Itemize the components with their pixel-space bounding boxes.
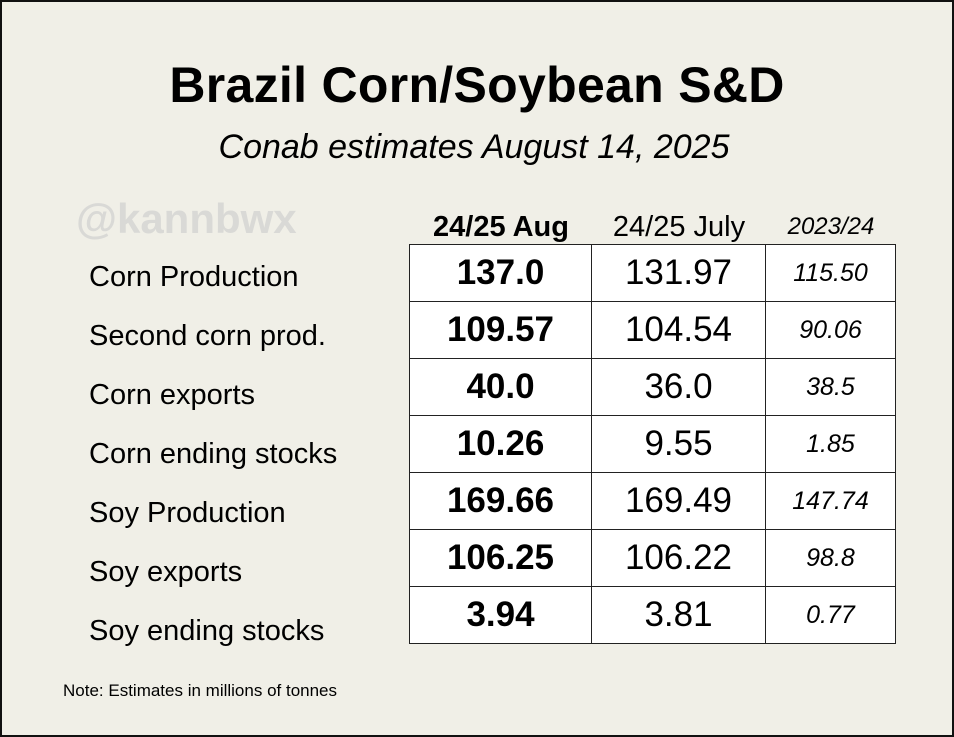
row-label: Corn Production: [89, 261, 299, 293]
cell-aug: 106.25: [409, 529, 592, 587]
footnote: Note: Estimates in millions of tonnes: [63, 681, 338, 700]
cell-july: 169.49: [591, 472, 766, 530]
row-label: Corn ending stocks: [89, 438, 338, 470]
chart-title: Brazil Corn/Soybean S&D: [169, 57, 785, 113]
table-row: 109.57 104.54 90.06: [409, 301, 896, 359]
chart-subtitle: Conab estimates August 14, 2025: [218, 128, 730, 166]
cell-july: 131.97: [591, 244, 766, 302]
row-label: Soy Production: [89, 497, 286, 529]
table-row: 3.94 3.81 0.77: [409, 586, 896, 644]
table-row: 10.26 9.55 1.85: [409, 415, 896, 473]
data-table: 137.0 131.97 115.50 109.57 104.54 90.06 40.0 36…: [409, 244, 896, 644]
column-header-prior-year: 2023/24: [787, 213, 875, 240]
table-row: 106.25 106.22 98.8: [409, 529, 896, 587]
cell-prior-year: 0.77: [765, 586, 896, 644]
cell-prior-year: 1.85: [765, 415, 896, 473]
cell-july: 106.22: [591, 529, 766, 587]
cell-aug: 109.57: [409, 301, 592, 359]
row-label: Corn exports: [89, 379, 256, 411]
cell-prior-year: 90.06: [765, 301, 896, 359]
cell-july: 36.0: [591, 358, 766, 416]
cell-aug: 169.66: [409, 472, 592, 530]
row-label: Soy exports: [89, 556, 243, 588]
column-header-july: 24/25 July: [612, 211, 746, 243]
row-label: Second corn prod.: [89, 320, 326, 352]
cell-prior-year: 147.74: [765, 472, 896, 530]
row-label: Soy ending stocks: [89, 615, 325, 647]
cell-aug: 3.94: [409, 586, 592, 644]
watermark-handle: @kannbwx: [76, 195, 297, 242]
cell-prior-year: 38.5: [765, 358, 896, 416]
cell-july: 3.81: [591, 586, 766, 644]
table-row: 169.66 169.49 147.74: [409, 472, 896, 530]
cell-aug: 137.0: [409, 244, 592, 302]
column-header-aug: 24/25 Aug: [433, 211, 569, 243]
cell-july: 104.54: [591, 301, 766, 359]
cell-prior-year: 115.50: [765, 244, 896, 302]
cell-prior-year: 98.8: [765, 529, 896, 587]
table-row: 40.0 36.0 38.5: [409, 358, 896, 416]
cell-july: 9.55: [591, 415, 766, 473]
cell-aug: 10.26: [409, 415, 592, 473]
table-row: 137.0 131.97 115.50: [409, 244, 896, 302]
cell-aug: 40.0: [409, 358, 592, 416]
